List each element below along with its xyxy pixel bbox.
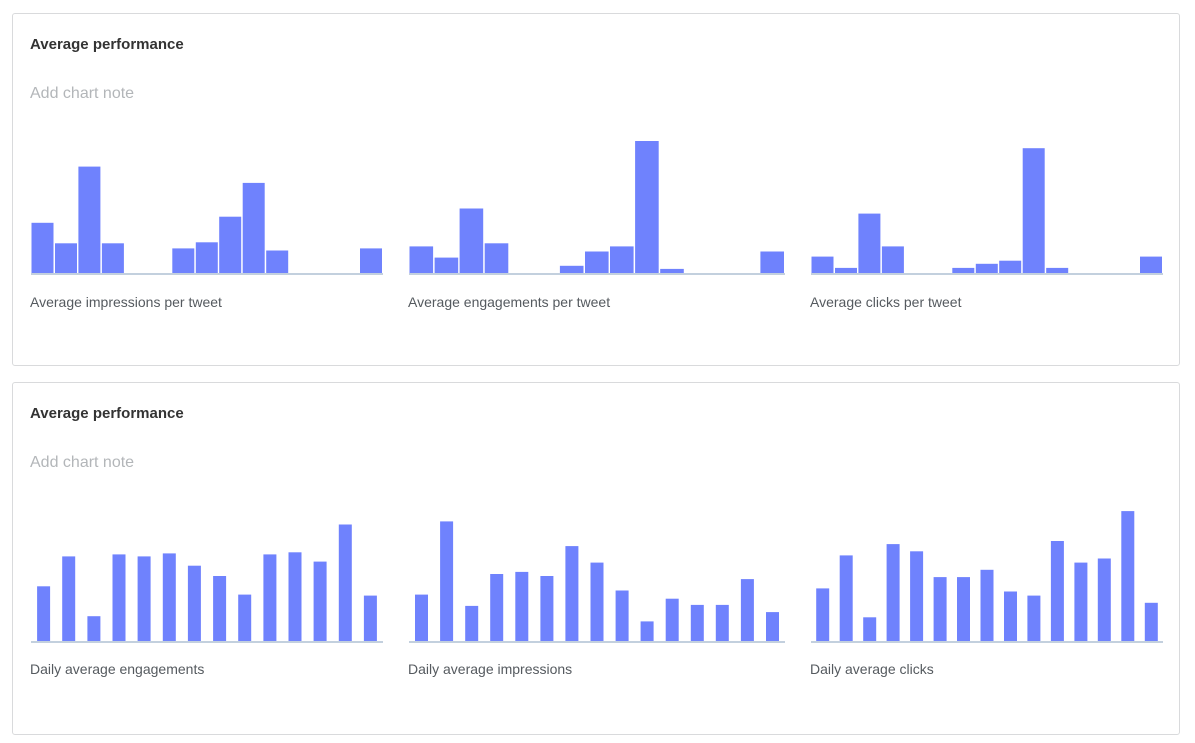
bar[interactable] [465, 605, 479, 642]
card-title: Average performance [30, 36, 184, 53]
engagements-per-tweet-chart: Average engagements per tweet [408, 139, 785, 310]
bar[interactable] [490, 574, 504, 642]
engagements-per-tweet-svg [409, 141, 785, 275]
bar[interactable] [1027, 595, 1041, 642]
bar[interactable] [610, 246, 634, 274]
bar[interactable] [101, 243, 124, 274]
chart-label: Average clicks per tweet [810, 294, 962, 310]
bar[interactable] [858, 213, 881, 274]
bar[interactable] [37, 586, 51, 642]
average-performance-card-2: Average performance Add chart note Daily… [12, 382, 1180, 735]
bar[interactable] [1097, 558, 1111, 643]
bar[interactable] [434, 257, 459, 274]
daily-engagements-chart: Daily average engagements [30, 506, 383, 677]
daily-clicks-svg [811, 511, 1163, 643]
bar[interactable] [1140, 256, 1162, 274]
chart-label: Daily average clicks [810, 661, 934, 677]
bar[interactable] [1022, 148, 1045, 274]
bar[interactable] [1046, 267, 1069, 274]
bar[interactable] [263, 554, 277, 642]
bar[interactable] [1121, 511, 1135, 642]
bar[interactable] [559, 265, 584, 274]
bar[interactable] [766, 612, 779, 642]
average-performance-card-1: Average performance Add chart note Avera… [12, 13, 1180, 366]
bar[interactable] [238, 594, 252, 642]
card-title: Average performance [30, 405, 184, 422]
chart-label: Daily average engagements [30, 661, 205, 677]
bar[interactable] [459, 208, 484, 275]
bar[interactable] [975, 263, 998, 274]
bar[interactable] [835, 267, 857, 274]
impressions-per-tweet-svg [31, 166, 383, 275]
bar[interactable] [952, 267, 975, 274]
chart-label: Average impressions per tweet [30, 294, 222, 310]
bar[interactable] [760, 251, 784, 275]
bar[interactable] [484, 243, 509, 274]
impressions-per-tweet-chart: Average impressions per tweet [30, 139, 383, 310]
bar[interactable] [112, 554, 126, 642]
bar[interactable] [816, 588, 830, 642]
bar[interactable] [137, 556, 151, 642]
bar[interactable] [740, 579, 754, 642]
bar[interactable] [515, 571, 529, 642]
bar[interactable] [31, 222, 54, 274]
bar[interactable] [78, 166, 101, 274]
bar[interactable] [360, 248, 382, 274]
bar[interactable] [1050, 541, 1064, 642]
bar[interactable] [980, 569, 994, 642]
bar[interactable] [715, 604, 729, 642]
chart-label: Average engagements per tweet [408, 294, 611, 310]
bar[interactable] [863, 617, 877, 642]
daily-clicks-chart: Daily average clicks [810, 506, 1163, 677]
bar[interactable] [338, 524, 352, 643]
add-chart-note-input[interactable]: Add chart note [30, 454, 135, 471]
bar[interactable] [1004, 591, 1017, 643]
bar[interactable] [415, 594, 428, 642]
bar[interactable] [440, 521, 454, 642]
daily-impressions-svg [409, 521, 785, 643]
bar[interactable] [313, 561, 327, 642]
bar[interactable] [933, 577, 947, 642]
bar[interactable] [1074, 562, 1088, 642]
bar[interactable] [409, 246, 434, 274]
bar[interactable] [87, 616, 101, 642]
bar[interactable] [565, 546, 579, 642]
bar[interactable] [999, 260, 1022, 274]
bar[interactable] [886, 544, 900, 642]
bar[interactable] [288, 552, 302, 642]
add-chart-note-input[interactable]: Add chart note [30, 85, 135, 102]
bar[interactable] [590, 562, 604, 642]
bar[interactable] [881, 246, 904, 274]
bar[interactable] [811, 256, 834, 274]
bar[interactable] [690, 604, 704, 642]
bar[interactable] [62, 556, 76, 642]
chart-label: Daily average impressions [408, 661, 573, 677]
bar[interactable] [1144, 602, 1158, 642]
bar[interactable] [660, 268, 684, 274]
bar[interactable] [162, 553, 176, 642]
bar[interactable] [635, 141, 659, 274]
bar[interactable] [266, 250, 289, 275]
bar[interactable] [242, 182, 265, 274]
clicks-per-tweet-chart: Average clicks per tweet [810, 139, 1163, 310]
bar[interactable] [363, 595, 377, 642]
clicks-per-tweet-svg [811, 148, 1163, 275]
bar[interactable] [640, 621, 654, 642]
bar[interactable] [540, 576, 554, 642]
bar[interactable] [665, 598, 679, 642]
bar[interactable] [172, 248, 195, 274]
bar[interactable] [219, 216, 242, 274]
bar[interactable] [957, 577, 970, 642]
daily-engagements-svg [31, 524, 383, 643]
bar[interactable] [910, 551, 924, 642]
bar[interactable] [615, 590, 629, 643]
bar[interactable] [187, 565, 201, 642]
bar[interactable] [585, 251, 609, 275]
daily-impressions-chart: Daily average impressions [408, 506, 785, 677]
bar[interactable] [839, 555, 853, 642]
bar[interactable] [55, 243, 77, 274]
bar[interactable] [195, 242, 218, 274]
bar[interactable] [213, 576, 227, 642]
